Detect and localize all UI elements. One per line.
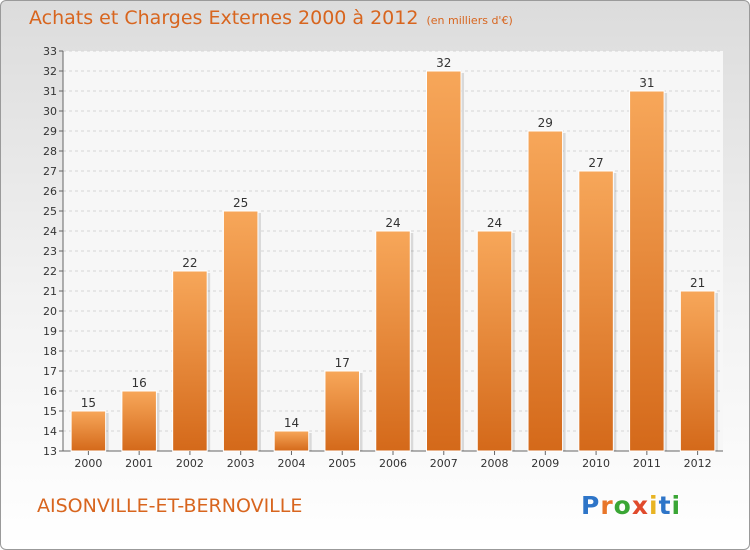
x-tick-label: 2004 (277, 457, 305, 470)
y-tick-label: 33 (43, 45, 57, 58)
y-tick-label: 23 (43, 245, 57, 258)
y-tick-label: 27 (43, 165, 57, 178)
y-tick-label: 17 (43, 365, 57, 378)
x-tick-label: 2012 (684, 457, 712, 470)
bar-value-label: 31 (639, 76, 654, 90)
y-tick-label: 14 (43, 425, 57, 438)
y-tick-label: 18 (43, 345, 57, 358)
bar-value-label: 24 (385, 216, 400, 230)
logo-letter: r (600, 491, 614, 520)
bar-value-label: 25 (233, 196, 248, 210)
y-tick-label: 31 (43, 85, 57, 98)
y-tick-label: 24 (43, 225, 57, 238)
chart-title: Achats et Charges Externes 2000 à 2012 (e… (29, 7, 513, 29)
y-tick-label: 29 (43, 125, 57, 138)
x-tick-label: 2002 (176, 457, 204, 470)
y-tick-label: 19 (43, 325, 57, 338)
x-tick-label: 2005 (328, 457, 356, 470)
x-tick-label: 2003 (227, 457, 255, 470)
x-tick-label: 2006 (379, 457, 407, 470)
logo-letter: t (658, 491, 672, 520)
y-tick-label: 30 (43, 105, 57, 118)
bar-value-label: 29 (538, 116, 553, 130)
y-tick-label: 22 (43, 265, 57, 278)
bar-value-label: 27 (588, 156, 603, 170)
bar-value-label: 22 (182, 256, 197, 270)
bar (679, 290, 716, 452)
bar-value-label: 32 (436, 56, 451, 70)
y-tick-label: 16 (43, 385, 57, 398)
y-tick-label: 32 (43, 65, 57, 78)
bar-value-label: 15 (81, 396, 96, 410)
logo-letter: i (671, 491, 682, 520)
bar (324, 370, 360, 452)
logo-letter: i (649, 491, 659, 520)
x-tick-label: 2007 (430, 457, 458, 470)
bar-value-label: 17 (335, 356, 350, 370)
x-tick-label: 2009 (531, 457, 559, 470)
bar-value-label: 24 (487, 216, 502, 230)
bar (527, 130, 564, 452)
city-name: AISONVILLE-ET-BERNOVILLE (37, 495, 303, 517)
bar (476, 230, 513, 452)
bar (426, 70, 462, 452)
bar-value-label: 16 (132, 376, 147, 390)
bar (578, 170, 614, 452)
chart-title-text: Achats et Charges Externes 2000 à 2012 (29, 7, 419, 29)
bar (121, 390, 157, 452)
bar (273, 430, 310, 452)
x-tick-label: 2001 (125, 457, 153, 470)
bar (172, 270, 208, 452)
y-tick-label: 20 (43, 305, 57, 318)
bar (629, 90, 665, 452)
logo-letter: o (613, 491, 632, 520)
chart-subtitle: (en milliers d'€) (426, 14, 513, 27)
x-tick-label: 2011 (633, 457, 661, 470)
y-tick-label: 26 (43, 185, 57, 198)
y-tick-label: 13 (43, 445, 57, 458)
bar (70, 410, 107, 452)
bar-value-label: 14 (284, 416, 299, 430)
y-tick-label: 21 (43, 285, 57, 298)
bar-value-label: 21 (690, 276, 705, 290)
x-tick-label: 2000 (74, 457, 102, 470)
proxiti-logo: Proxiti (581, 491, 681, 520)
bar (375, 230, 411, 452)
y-tick-label: 15 (43, 405, 57, 418)
logo-letter: x (631, 491, 649, 520)
bar (222, 210, 259, 452)
x-tick-label: 2008 (481, 457, 509, 470)
y-tick-label: 25 (43, 205, 57, 218)
y-tick-label: 28 (43, 145, 57, 158)
logo-letter: P (581, 491, 601, 520)
x-tick-label: 2010 (582, 457, 610, 470)
